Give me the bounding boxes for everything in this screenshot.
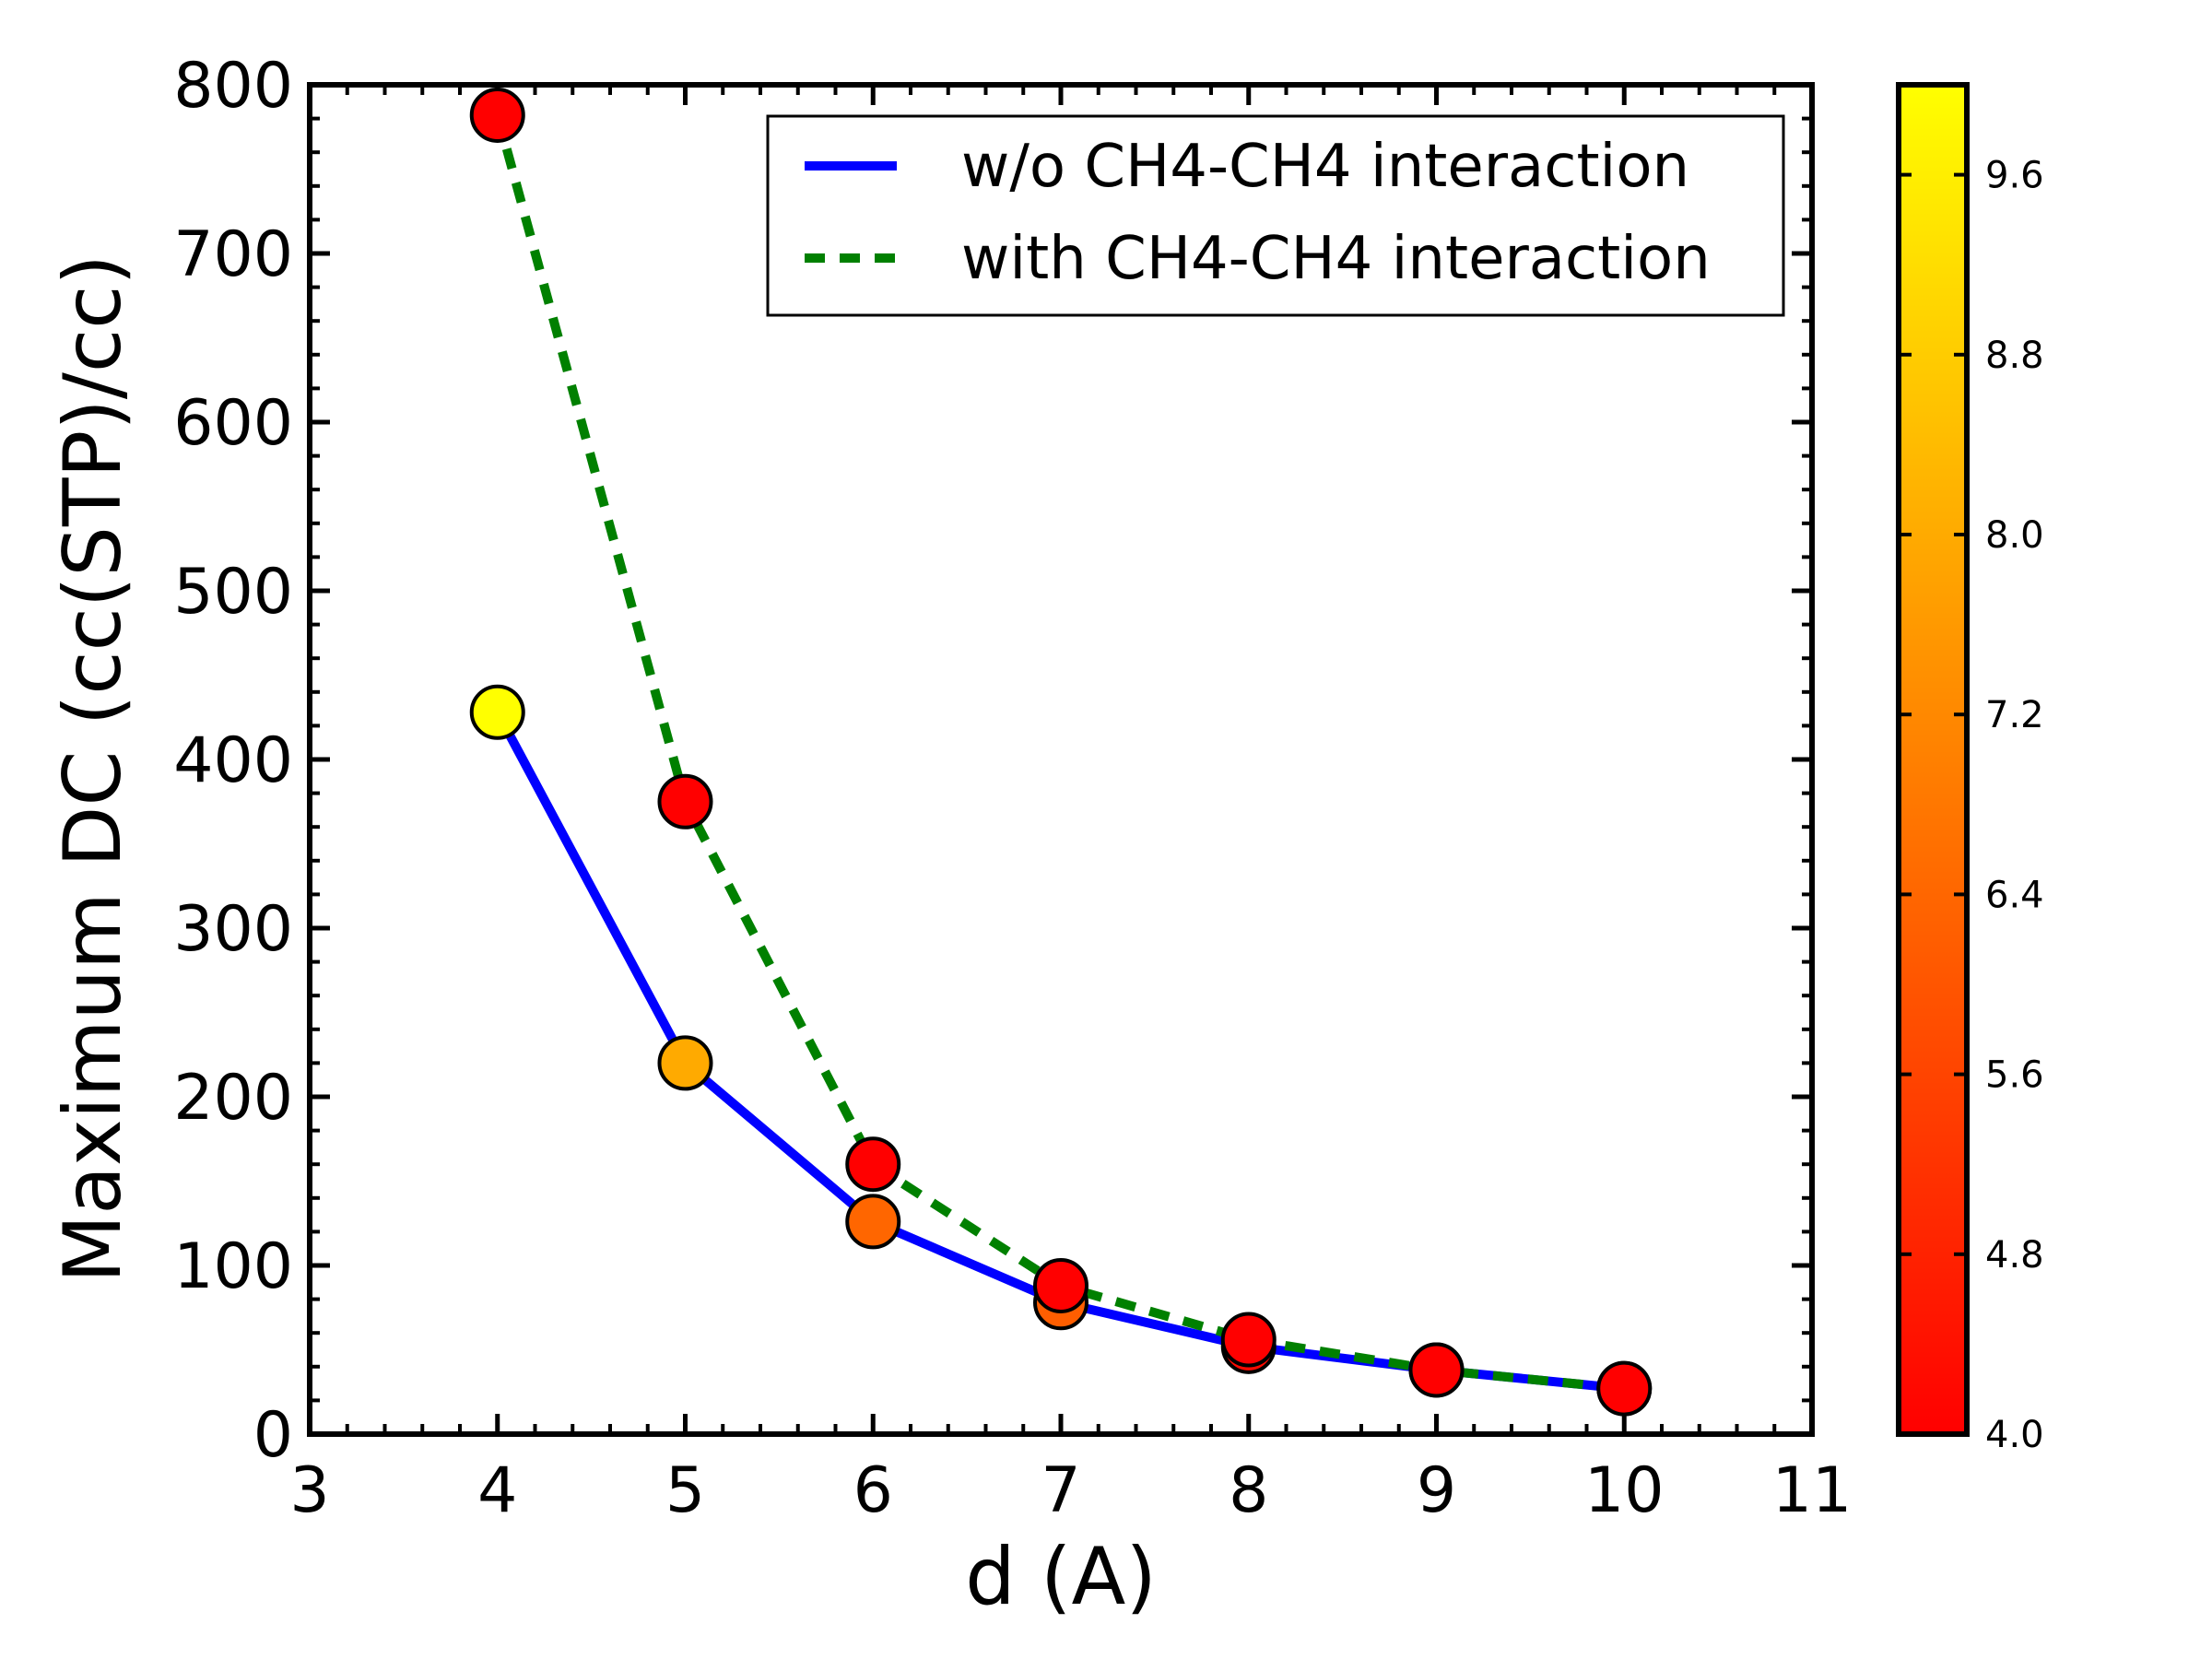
- x-tick-label: 4: [477, 1454, 517, 1527]
- scatter-point: [469, 87, 525, 143]
- x-tick-label: 5: [665, 1454, 705, 1527]
- scatter-point: [845, 1136, 901, 1193]
- x-tick-label: 7: [1041, 1454, 1080, 1527]
- x-tick-label: 3: [289, 1454, 329, 1527]
- scatter-point: [1408, 1342, 1465, 1398]
- scatter-point: [1596, 1360, 1653, 1417]
- y-tick-label: 500: [173, 556, 293, 629]
- y-axis-label: Maximum DC (cc(STP)/cc): [47, 254, 139, 1283]
- x-tick-label: 6: [853, 1454, 893, 1527]
- scatter-point: [1033, 1257, 1088, 1313]
- y-tick-label: 600: [173, 387, 293, 460]
- legend-box: [766, 114, 1785, 317]
- y-tick-label: 300: [173, 893, 293, 966]
- colorbar-gradient: [1896, 82, 1970, 1437]
- scatter-point: [657, 773, 713, 830]
- scatter-point: [1220, 1312, 1277, 1368]
- colorbar-tick-label: 6.4: [1985, 874, 2044, 916]
- legend-label-2: with CH4-CH4 interaction: [961, 225, 1711, 293]
- colorbar-tick-label: 9.6: [1985, 155, 2044, 197]
- plot-frame: [307, 82, 1815, 1437]
- x-tick-label: 8: [1229, 1454, 1268, 1527]
- legend-label-1: w/o CH4-CH4 interaction: [961, 133, 1689, 201]
- colorbar-tick-label: 5.6: [1985, 1054, 2044, 1097]
- colorbar-tick-label: 4.0: [1985, 1414, 2044, 1456]
- y-tick-label: 800: [173, 50, 293, 123]
- colorbar-tick-label: 8.8: [1985, 335, 2044, 377]
- y-tick-label: 700: [173, 218, 293, 291]
- scatter-point: [845, 1194, 901, 1250]
- colorbar-tick-label: 4.8: [1985, 1234, 2044, 1277]
- colorbar: 4.0 4.8 5.6 6.4 7.2 8.0 8.8 9.6: [1896, 82, 2044, 1456]
- scatter-point: [469, 684, 525, 740]
- x-tick-label: 9: [1417, 1454, 1456, 1527]
- scatter-point: [657, 1035, 713, 1091]
- scatter-points: [469, 87, 1653, 1417]
- x-tick-label: 10: [1584, 1454, 1665, 1527]
- y-tick-label: 0: [253, 1399, 293, 1472]
- x-axis-label: d (A): [965, 1531, 1157, 1623]
- y-tick-label: 100: [173, 1230, 293, 1303]
- x-tick-label: 11: [1772, 1454, 1853, 1527]
- colorbar-tick-label: 7.2: [1985, 694, 2044, 736]
- y-tick-label: 400: [173, 724, 293, 797]
- legend: w/o CH4-CH4 interaction with CH4-CH4 inte…: [766, 114, 1785, 317]
- colorbar-tick-label: 8.0: [1985, 514, 2044, 557]
- y-tick-label: 200: [173, 1062, 293, 1135]
- axes: 3 4 5 6 7 8 9 10 11 0 100 200 300 400 500 600 700 800: [173, 50, 1852, 1527]
- plot-border: [307, 82, 1815, 1437]
